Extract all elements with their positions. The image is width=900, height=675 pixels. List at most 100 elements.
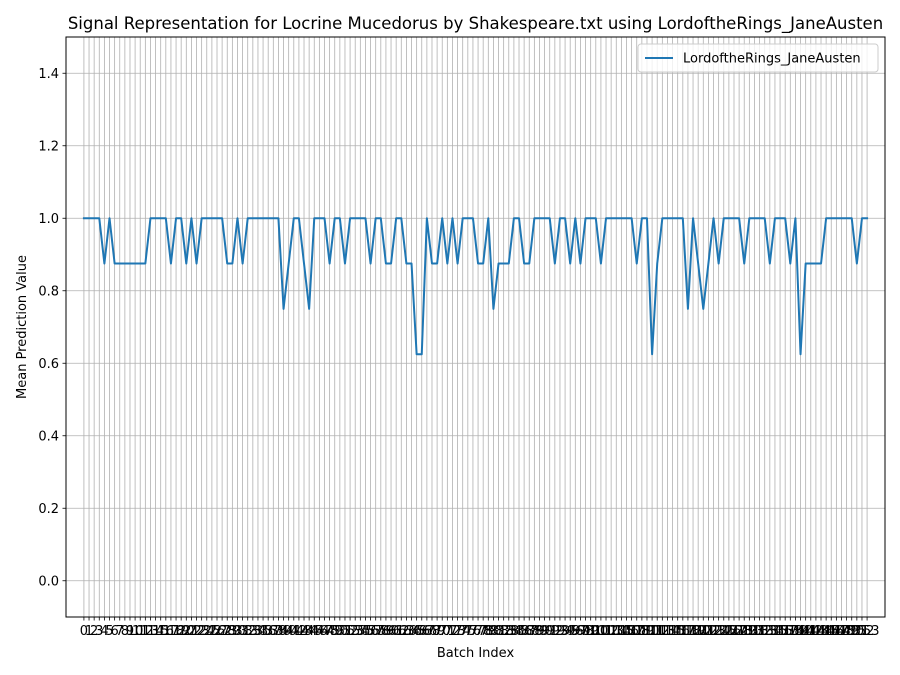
- x-tick-label: 1: [85, 624, 93, 639]
- x-tick-label: 135: [763, 624, 788, 639]
- x-tick-label: 26: [209, 624, 226, 639]
- x-tick-label: 60: [383, 624, 400, 639]
- x-tick-label: 94: [557, 624, 574, 639]
- x-tick-label: 36: [260, 624, 277, 639]
- x-tick-label: 7: [116, 624, 124, 639]
- x-tick-label: 101: [588, 624, 613, 639]
- x-tick-label: 141: [793, 624, 818, 639]
- x-tick-label: 29: [224, 624, 241, 639]
- x-tick-label: 65: [408, 624, 425, 639]
- legend-box: [637, 43, 879, 73]
- x-tick-label: 40: [280, 624, 297, 639]
- x-tick-label: 42: [291, 624, 308, 639]
- x-tick-label: 75: [460, 624, 477, 639]
- x-tick-label: 124: [706, 624, 731, 639]
- x-tick-label: 13: [142, 624, 159, 639]
- x-tick-label: 67: [419, 624, 436, 639]
- x-tick-label: 51: [337, 624, 354, 639]
- x-tick-label: 126: [716, 624, 741, 639]
- x-tick-label: 28: [219, 624, 236, 639]
- x-tick-label: 24: [198, 624, 215, 639]
- x-tick-label: 46: [311, 624, 328, 639]
- x-tick-label: 31: [234, 624, 251, 639]
- x-tick-label: 25: [204, 624, 221, 639]
- x-tick-label: 37: [265, 624, 282, 639]
- x-tick-label: 133: [752, 624, 777, 639]
- x-tick-label: 147: [824, 624, 849, 639]
- x-tick-label: 110: [635, 624, 660, 639]
- x-tick-label: 83: [500, 624, 517, 639]
- x-tick-label: 148: [829, 624, 854, 639]
- x-tick-label: 112: [645, 624, 670, 639]
- x-tick-label: 127: [722, 624, 747, 639]
- plot-frame: [65, 36, 886, 618]
- x-tick-label: 62: [393, 624, 410, 639]
- x-tick-label: 20: [178, 624, 195, 639]
- y-tick-label: 1.4: [38, 67, 59, 82]
- x-tick-label: 63: [398, 624, 415, 639]
- x-tick-label: 2: [90, 624, 98, 639]
- x-tick-label: 89: [531, 624, 548, 639]
- x-tick-label: 136: [768, 624, 793, 639]
- x-tick-label: 38: [270, 624, 287, 639]
- x-tick-label: 45: [306, 624, 323, 639]
- x-tick-label: 12: [137, 624, 154, 639]
- legend-label: LordoftheRings_JaneAusten: [683, 52, 861, 67]
- x-tick-label: 69: [429, 624, 446, 639]
- x-tick-label: 49: [326, 624, 343, 639]
- x-tick-label: 47: [316, 624, 333, 639]
- x-tick-label: 48: [321, 624, 338, 639]
- x-tick-label: 34: [250, 624, 267, 639]
- x-tick-label: 118: [676, 624, 701, 639]
- x-tick-label: 61: [388, 624, 405, 639]
- x-tick-label: 96: [567, 624, 584, 639]
- x-tick-label: 81: [490, 624, 507, 639]
- x-tick-label: 143: [803, 624, 828, 639]
- x-tick-label: 80: [485, 624, 502, 639]
- x-tick-label: 123: [701, 624, 726, 639]
- x-tick-label: 41: [286, 624, 303, 639]
- x-tick-label: 119: [681, 624, 706, 639]
- x-tick-label: 57: [367, 624, 384, 639]
- x-tick-label: 9: [126, 624, 134, 639]
- x-tick-label: 5: [105, 624, 113, 639]
- x-tick-label: 88: [526, 624, 543, 639]
- x-tick-label: 111: [640, 624, 665, 639]
- x-tick-label: 150: [839, 624, 864, 639]
- series-layer: [82, 217, 869, 356]
- y-tick-label: 1.2: [38, 139, 59, 154]
- x-tick-label: 104: [604, 624, 629, 639]
- x-tick-label: 50: [332, 624, 349, 639]
- x-tick-label: 68: [424, 624, 441, 639]
- x-tick-label: 3: [95, 624, 103, 639]
- x-tick-label: 55: [357, 624, 374, 639]
- x-tick-label: 53: [347, 624, 364, 639]
- x-tick-label: 138: [778, 624, 803, 639]
- x-tick-label: 4: [100, 624, 108, 639]
- x-tick-label: 114: [655, 624, 680, 639]
- x-tick-label: 22: [188, 624, 205, 639]
- x-tick-label: 145: [814, 624, 839, 639]
- x-tick-label: 0: [80, 624, 88, 639]
- x-tick-label: 99: [582, 624, 599, 639]
- x-tick-label: 108: [624, 624, 649, 639]
- x-axis-label: Batch Index: [437, 646, 515, 661]
- x-tick-label: 78: [475, 624, 492, 639]
- x-tick-label: 8: [121, 624, 129, 639]
- x-tick-label: 93: [552, 624, 569, 639]
- y-tick-label: 0.4: [38, 429, 59, 444]
- x-tick-label: 32: [239, 624, 256, 639]
- x-tick-label: 87: [521, 624, 538, 639]
- x-tick-label: 129: [732, 624, 757, 639]
- x-tick-label: 153: [855, 624, 880, 639]
- x-tick-label: 30: [229, 624, 246, 639]
- x-tick-label: 105: [609, 624, 634, 639]
- x-tick-label: 43: [296, 624, 313, 639]
- x-tick-label: 98: [577, 624, 594, 639]
- y-tick-label: 0.0: [38, 574, 59, 589]
- x-tick-label: 58: [373, 624, 390, 639]
- x-tick-label: 117: [670, 624, 695, 639]
- y-axis-label: Mean Prediction Value: [15, 255, 30, 399]
- x-tick-label: 149: [834, 624, 859, 639]
- x-tick-label: 131: [742, 624, 767, 639]
